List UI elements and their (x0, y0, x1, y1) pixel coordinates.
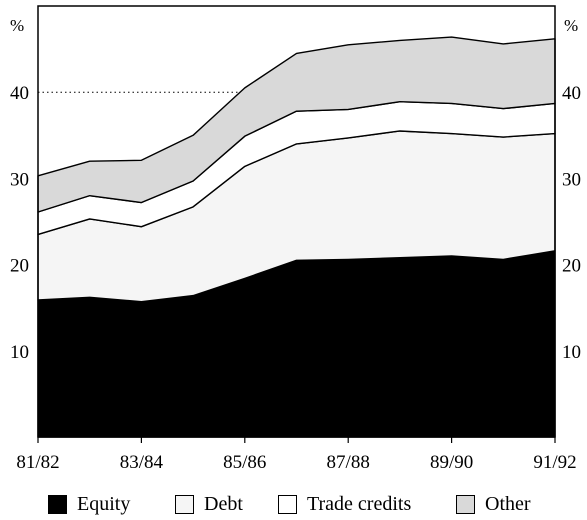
legend-item-debt: Debt (175, 492, 243, 516)
x-tick-label: 83/84 (120, 452, 164, 473)
y-tick-right-20: 20 (562, 256, 581, 277)
x-tick-label: 91/92 (533, 452, 576, 473)
x-axis-ticks: 81/82 83/84 85/86 87/88 89/90 91/92 (16, 437, 577, 473)
legend-label: Equity (77, 493, 131, 515)
legend-item-equity: Equity (48, 492, 130, 516)
plot-frame (37, 5, 556, 438)
x-tick-label: 89/90 (430, 452, 473, 473)
chart-svg: 10 10 20 20 30 30 40 40 81/82 83/84 85/86 87/88 89/… (10, 5, 581, 473)
x-tick-label: 81/82 (16, 452, 59, 473)
y-tick-right-40: 40 (562, 83, 581, 104)
y-unit-label-right: % (564, 16, 578, 35)
y-axis-ticks: 10 10 20 20 30 30 40 40 (10, 83, 581, 363)
x-tick-label: 87/88 (327, 452, 370, 473)
legend: Equity Debt Trade credits Other (0, 492, 587, 520)
y-tick-left-30: 30 (10, 169, 29, 190)
legend-label: Other (485, 493, 531, 515)
legend-swatch (278, 494, 297, 514)
legend-swatch (175, 494, 194, 514)
legend-label: Trade credits (307, 493, 412, 515)
x-tick-label: 85/86 (223, 452, 266, 473)
legend-label: Debt (204, 493, 243, 515)
y-tick-left-20: 20 (10, 256, 29, 277)
legend-item-trade-credits: Trade credits (278, 492, 411, 516)
y-tick-right-10: 10 (562, 342, 581, 363)
stacked-areas (37, 36, 556, 438)
y-tick-left-40: 40 (10, 83, 29, 104)
legend-swatch (48, 494, 67, 514)
legend-item-other: Other (456, 492, 531, 516)
y-tick-left-10: 10 (10, 342, 29, 363)
legend-swatch (456, 494, 475, 514)
y-tick-right-30: 30 (562, 169, 581, 190)
y-unit-label-left: % (10, 16, 24, 35)
